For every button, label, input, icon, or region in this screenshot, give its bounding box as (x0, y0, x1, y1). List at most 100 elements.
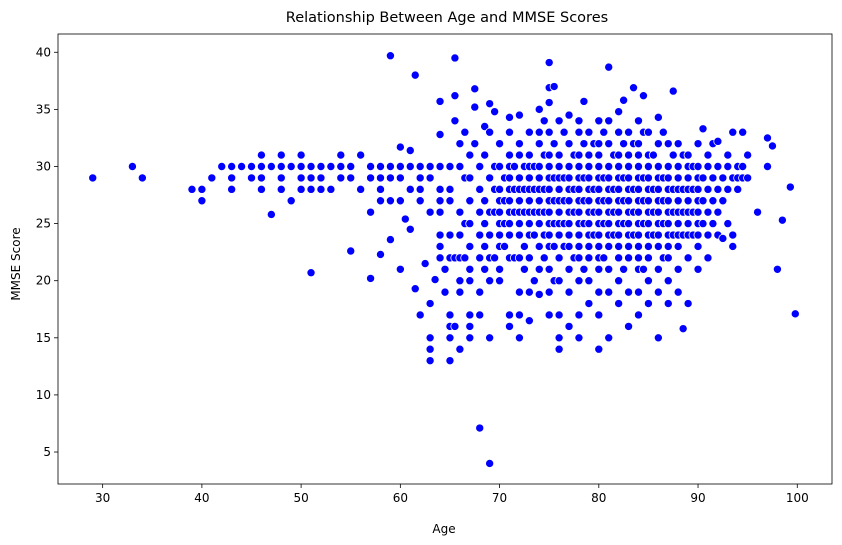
data-point (435, 161, 445, 171)
data-point (693, 139, 703, 149)
data-point (524, 253, 534, 263)
data-point (450, 116, 460, 126)
data-point (753, 207, 763, 217)
data-point (485, 333, 495, 343)
data-point (395, 142, 405, 152)
data-point (619, 95, 629, 105)
data-point (504, 230, 514, 240)
data-point (653, 333, 663, 343)
data-point (653, 264, 663, 274)
data-point (544, 264, 554, 274)
data-point (465, 196, 475, 206)
data-point (634, 116, 644, 126)
data-point (579, 264, 589, 274)
data-point (614, 107, 624, 117)
data-point (544, 150, 554, 160)
data-point (634, 287, 644, 297)
data-point (594, 161, 604, 171)
data-point (614, 184, 624, 194)
data-point (673, 241, 683, 251)
data-point (495, 139, 505, 149)
data-point (495, 161, 505, 171)
data-point (703, 161, 713, 171)
data-point (624, 150, 634, 160)
y-tick-label: 20 (36, 274, 51, 288)
data-point (544, 310, 554, 320)
data-point (475, 161, 485, 171)
data-point (713, 161, 723, 171)
data-point (728, 241, 738, 251)
data-point (634, 310, 644, 320)
data-point (728, 230, 738, 240)
data-point (663, 299, 673, 309)
data-point (385, 51, 395, 61)
data-point (668, 150, 678, 160)
data-point (395, 161, 405, 171)
data-point (554, 116, 564, 126)
data-point (509, 161, 519, 171)
data-point (703, 184, 713, 194)
data-point (440, 264, 450, 274)
data-point (693, 241, 703, 251)
data-point (187, 184, 197, 194)
data-point (286, 161, 296, 171)
data-point (614, 253, 624, 263)
data-point (584, 253, 594, 263)
data-point (495, 230, 505, 240)
data-point (554, 207, 564, 217)
data-point (445, 333, 455, 343)
data-point (470, 139, 480, 149)
data-point (703, 207, 713, 217)
plot-area (57, 33, 833, 485)
data-point (435, 96, 445, 106)
data-point (554, 344, 564, 354)
data-point (604, 196, 614, 206)
data-point (673, 264, 683, 274)
data-point (514, 150, 524, 160)
data-point (683, 253, 693, 263)
data-point (574, 150, 584, 160)
data-point (673, 287, 683, 297)
data-point (708, 173, 718, 183)
data-point (524, 287, 534, 297)
data-point (673, 161, 683, 171)
data-point (514, 219, 524, 229)
data-point (490, 253, 500, 263)
data-point (197, 184, 207, 194)
data-point (634, 139, 644, 149)
data-point (504, 173, 514, 183)
data-point (227, 161, 237, 171)
data-point (534, 196, 544, 206)
data-point (673, 219, 683, 229)
y-tick-label: 5 (43, 445, 51, 459)
data-point (663, 196, 673, 206)
data-point (624, 196, 634, 206)
data-point (673, 139, 683, 149)
data-point (435, 241, 445, 251)
data-point (425, 161, 435, 171)
data-point (708, 219, 718, 229)
data-point (718, 233, 728, 243)
data-point (574, 127, 584, 137)
data-point (246, 161, 256, 171)
data-point (375, 161, 385, 171)
data-point (455, 344, 465, 354)
data-point (574, 241, 584, 251)
data-point (653, 161, 663, 171)
data-point (653, 112, 663, 122)
data-point (579, 139, 589, 149)
data-point (698, 173, 708, 183)
data-point (524, 196, 534, 206)
data-point (683, 299, 693, 309)
data-point (723, 161, 733, 171)
data-point (594, 150, 604, 160)
data-point (743, 150, 753, 160)
data-point (256, 184, 266, 194)
data-point (549, 82, 559, 92)
data-point (227, 184, 237, 194)
y-tick-label: 35 (36, 102, 51, 116)
data-point (504, 196, 514, 206)
data-point (519, 241, 529, 251)
data-point (738, 161, 748, 171)
